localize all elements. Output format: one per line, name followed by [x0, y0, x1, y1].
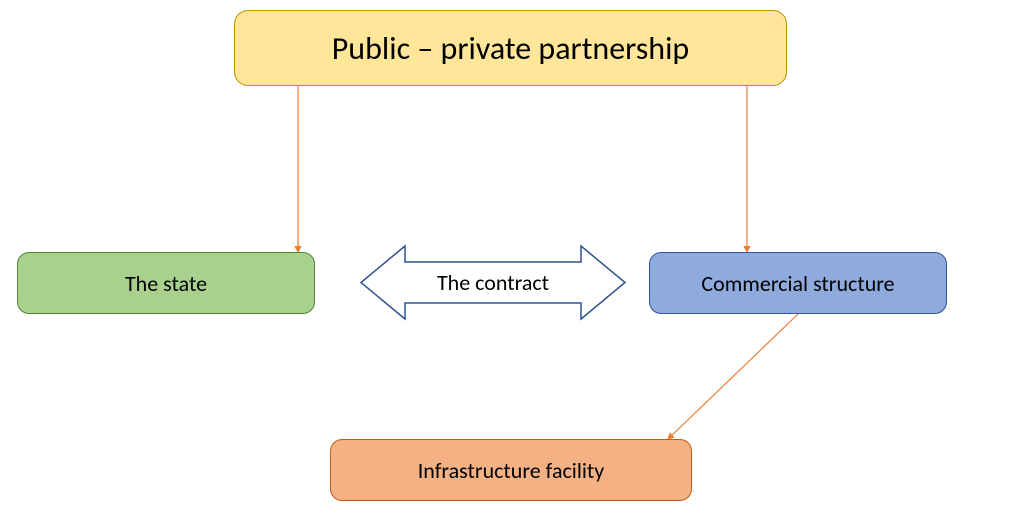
node-label: The state — [125, 270, 207, 297]
node-the-state: The state — [17, 252, 315, 314]
arrow-label: The contract — [437, 269, 549, 296]
node-label: Public – private partnership — [332, 29, 689, 68]
contract-arrow-label: The contract — [405, 262, 581, 303]
node-infrastructure-facility: Infrastructure facility — [330, 439, 692, 501]
diagram-stage: Public – private partnership The state C… — [0, 0, 1021, 517]
node-label: Commercial structure — [701, 270, 894, 297]
node-commercial-structure: Commercial structure — [649, 252, 947, 314]
node-label: Infrastructure facility — [418, 457, 605, 484]
node-public-private-partnership: Public – private partnership — [234, 10, 787, 86]
